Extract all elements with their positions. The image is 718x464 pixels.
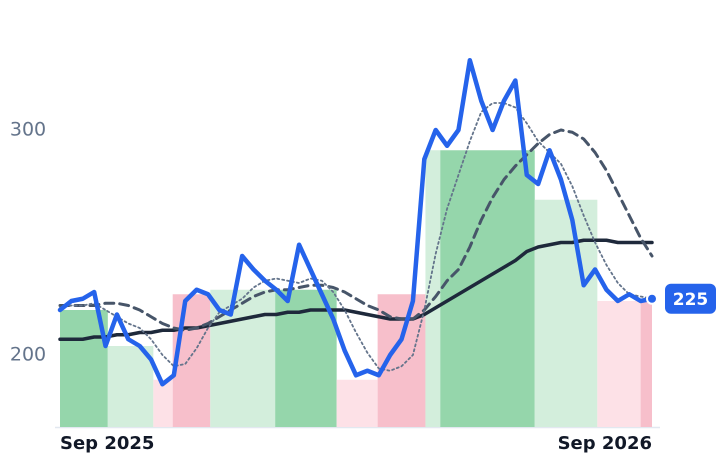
range-band — [640, 301, 652, 427]
y-tick-label: 300 — [10, 119, 46, 141]
range-band — [107, 346, 154, 427]
range-band — [440, 150, 535, 427]
moving-average-line — [58, 128, 654, 332]
last-point — [646, 292, 658, 305]
range-band — [597, 301, 641, 427]
range-band — [336, 379, 378, 427]
y-tick-label: 200 — [10, 344, 46, 366]
range-band — [425, 150, 441, 427]
moving-average-line — [58, 238, 654, 341]
x-tick-label: Sep 2025 — [60, 433, 154, 454]
range-band — [534, 199, 598, 427]
x-tick-label: Sep 2026 — [558, 433, 652, 454]
last-value-label: 225 — [673, 290, 709, 310]
price-line — [57, 58, 655, 387]
range-band — [172, 294, 211, 427]
range-band — [153, 379, 173, 427]
last-value-badge — [665, 283, 716, 314]
